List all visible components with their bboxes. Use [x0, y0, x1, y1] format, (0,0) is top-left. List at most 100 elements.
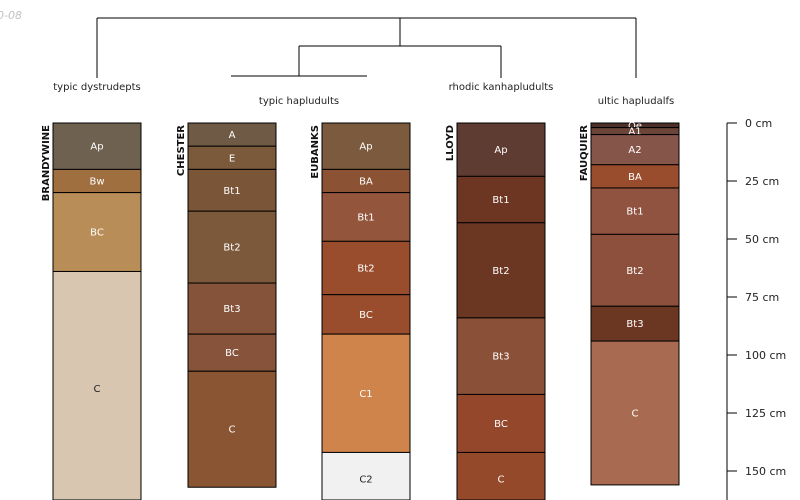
horizon-label: Bt1: [357, 212, 374, 223]
taxon-label-ultic-hapludalfs: ultic hapludalfs: [598, 96, 674, 107]
horizon-label: BA: [359, 177, 373, 188]
horizon-fauquier-bt1: Bt1: [590, 187, 680, 235]
horizon-lloyd-c: C: [456, 451, 546, 500]
horizon-label: Bt1: [223, 186, 240, 197]
horizon-label: Oe: [628, 121, 642, 132]
horizon-band: [187, 210, 277, 284]
horizon-band: [590, 340, 680, 486]
horizon-label: Ap: [494, 145, 507, 156]
horizon-band: [52, 122, 142, 170]
depth-tick-label: 125 cm: [745, 407, 786, 420]
horizon-label: E: [229, 153, 235, 164]
horizon-label: Bt3: [223, 304, 240, 315]
horizon-fauquier-bt3: Bt3: [590, 305, 680, 342]
profile-eubanks: Ap BA Bt1 Bt2 BC C1 C2 EUBANKS: [310, 122, 411, 500]
horizon-band: [590, 134, 680, 166]
horizon-label: Bt2: [223, 243, 240, 254]
horizon-label: BA: [628, 172, 642, 183]
horizon-brandywine-c: C: [52, 270, 142, 500]
horizon-label: A1: [628, 127, 641, 138]
horizon-label: Bt3: [492, 352, 509, 363]
depth-axis: 0 cm 25 cm 50 cm 75 cm 100 cm 125 cm 150 cm: [726, 117, 786, 500]
horizon-brandywine-bw: Bw: [52, 168, 142, 194]
horizon-label: C2: [359, 475, 372, 486]
horizon-label: Bt3: [626, 319, 643, 330]
horizon-chester-e: E: [187, 145, 277, 170]
horizon-fauquier-c: C: [590, 340, 680, 486]
horizon-label: Ap: [359, 142, 372, 153]
horizon-chester-c: C: [187, 370, 277, 488]
depth-tick-label: 75 cm: [745, 291, 779, 304]
horizon-band: [187, 168, 277, 212]
depth-tick-label: 100 cm: [745, 349, 786, 362]
horizon-band: [321, 294, 411, 335]
horizon-eubanks-c1: C1: [321, 333, 411, 453]
taxon-label-rhodic-kanhapludults: rhodic kanhapludults: [449, 82, 554, 93]
horizon-label: Bt1: [626, 207, 643, 218]
horizon-band: [590, 187, 680, 235]
horizon-chester-bt2: Bt2: [187, 210, 277, 284]
horizon-label: Bw: [89, 177, 104, 188]
horizon-lloyd-bt1: Bt1: [456, 175, 546, 224]
horizon-label: C: [632, 409, 639, 420]
horizon-band: [456, 222, 546, 319]
horizon-label: C: [229, 425, 236, 436]
depth-tick-label: 0 cm: [745, 117, 772, 130]
horizon-band: [321, 122, 411, 170]
profile-name-chester: CHESTER: [176, 125, 187, 176]
horizon-label: BC: [494, 419, 508, 430]
horizon-eubanks-ap: Ap: [321, 122, 411, 170]
profile-name-fauquier: FAUQUIER: [579, 125, 590, 181]
horizon-label: BC: [90, 228, 104, 239]
horizon-chester-a: A: [187, 122, 277, 147]
horizon-label: Bt2: [492, 266, 509, 277]
dendrogram: [96, 17, 637, 78]
horizon-eubanks-ba: BA: [321, 168, 411, 194]
profile-lloyd: Ap Bt1 Bt2 Bt3 BC C LLOYD: [445, 122, 546, 500]
horizon-label: BC: [359, 310, 373, 321]
horizon-lloyd-ap: Ap: [456, 122, 546, 177]
taxa-labels: typic dystrudepts typic hapludults rhodi…: [53, 82, 674, 107]
horizon-band: [187, 282, 277, 335]
profile-brandywine: Ap Bw BC C BRANDYWINE: [41, 122, 142, 500]
horizon-eubanks-bt2: Bt2: [321, 240, 411, 296]
horizon-chester-bc: BC: [187, 333, 277, 372]
horizon-band: [456, 451, 546, 500]
horizon-label: BC: [225, 348, 239, 359]
depth-tick-label: 150 cm: [745, 465, 786, 478]
horizon-chester-bt1: Bt1: [187, 168, 277, 212]
profile-name-eubanks: EUBANKS: [310, 125, 321, 179]
horizon-band: [52, 270, 142, 500]
profile-name-lloyd: LLOYD: [445, 125, 456, 161]
horizon-eubanks-c2: C2: [321, 451, 411, 500]
depth-tick-label: 25 cm: [745, 175, 779, 188]
horizon-label: Bt2: [357, 264, 374, 275]
horizon-band: [590, 305, 680, 342]
version-label: 20-08: [0, 9, 22, 22]
horizon-fauquier-bt2: Bt2: [590, 233, 680, 307]
horizon-label: Ap: [90, 142, 103, 153]
horizon-label: Bt1: [492, 195, 509, 206]
taxon-label-typic-hapludults: typic hapludults: [259, 96, 339, 107]
horizon-chester-bt3: Bt3: [187, 282, 277, 335]
horizon-lloyd-bt3: Bt3: [456, 317, 546, 395]
horizon-brandywine-bc: BC: [52, 192, 142, 272]
horizon-fauquier-a2: A2: [590, 134, 680, 166]
soil-profiles: Ap Bw BC C BRANDYWINE A E Bt1 Bt2 Bt3 BC C CHESTER Ap…: [41, 121, 680, 500]
horizon-label: A: [229, 130, 236, 141]
horizon-brandywine-ap: Ap: [52, 122, 142, 170]
horizon-band: [52, 192, 142, 272]
horizon-band: [456, 393, 546, 453]
horizon-label: Bt2: [626, 266, 643, 277]
profile-name-brandywine: BRANDYWINE: [41, 125, 52, 201]
horizon-label: C: [94, 384, 101, 395]
horizon-band: [456, 175, 546, 224]
horizon-lloyd-bc: BC: [456, 393, 546, 453]
horizon-fauquier-ba: BA: [590, 164, 680, 189]
horizon-eubanks-bt1: Bt1: [321, 192, 411, 242]
profile-chester: A E Bt1 Bt2 Bt3 BC C CHESTER: [176, 122, 277, 488]
horizon-eubanks-bc: BC: [321, 294, 411, 335]
horizon-band: [187, 370, 277, 488]
